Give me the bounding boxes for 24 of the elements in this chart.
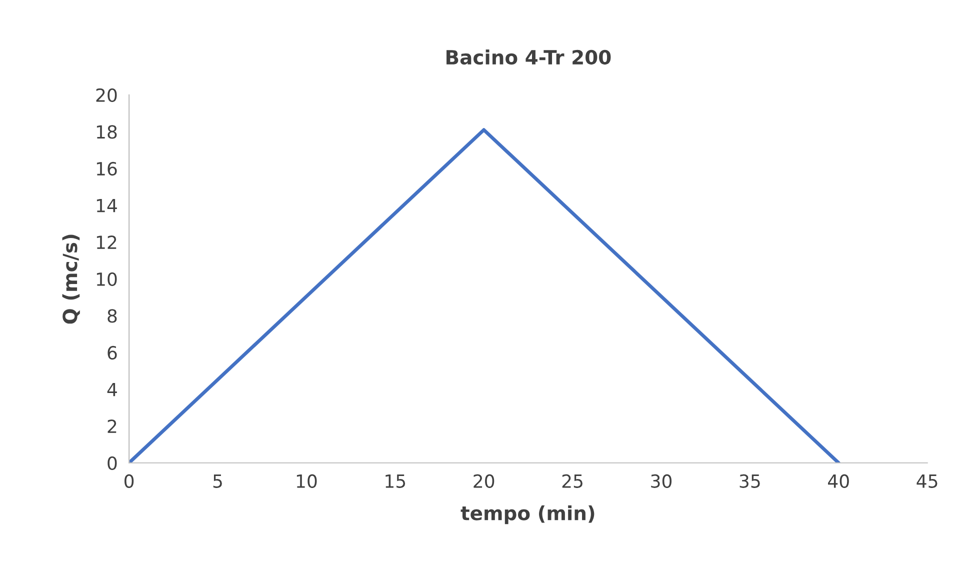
x-tick-label: 5 [213,474,222,488]
y-tick-label: 0 [108,456,117,470]
y-tick-label: 20 [96,88,117,102]
x-tick-label: 45 [916,474,938,488]
x-axis-title: tempo (min) [460,505,594,524]
x-tick-label: 0 [124,474,134,488]
y-tick-label: 4 [107,382,117,396]
x-tick-label: 15 [386,474,406,488]
y-axis-title: Q (mc/s) [62,234,80,324]
y-tick-label: 8 [108,309,117,323]
chart-title: Bacino 4-Tr 200 [446,50,611,65]
y-tick-label: 12 [96,236,116,249]
x-tick-label: 10 [296,474,317,488]
x-tick-label: 30 [651,474,672,488]
x-tick-label: 25 [562,474,582,488]
x-tick-label: 20 [474,474,494,488]
x-tick-label: 35 [740,474,760,488]
y-tick-label: 14 [96,198,117,212]
y-tick-label: 2 [108,420,116,433]
y-tick-label: 10 [96,272,117,286]
y-tick-label: 18 [96,125,117,139]
x-tick-label: 40 [828,474,849,488]
y-tick-label: 6 [108,346,117,360]
y-tick-label: 16 [96,162,117,176]
